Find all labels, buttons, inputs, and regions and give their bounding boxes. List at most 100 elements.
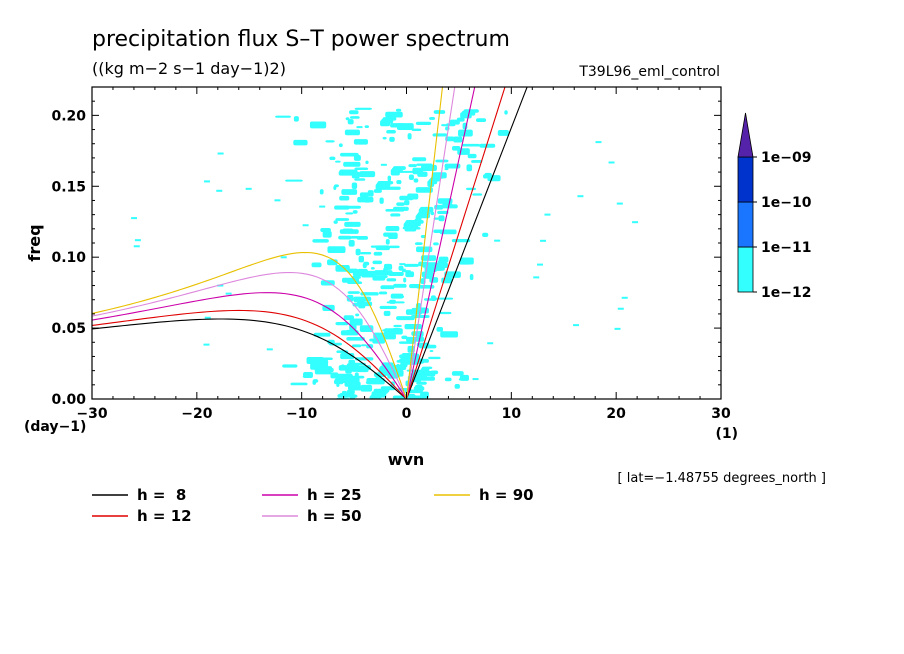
heatmap-patch (359, 192, 369, 198)
heatmap-patch (437, 198, 453, 204)
heatmap-patch (430, 370, 439, 375)
heatmap-patch (361, 344, 367, 347)
heatmap-patch (356, 126, 363, 129)
heatmap-patch (435, 159, 449, 163)
heatmap-patch (355, 248, 361, 256)
heatmap-patch (131, 217, 138, 220)
heatmap-patch (375, 245, 390, 251)
heatmap-patch (383, 310, 391, 317)
heatmap-patch (319, 189, 324, 195)
heatmap-patch (355, 313, 360, 317)
heatmap-patch (380, 163, 387, 166)
heatmap-patch (364, 197, 371, 203)
heatmap-patch (345, 212, 354, 215)
heatmap-patch (438, 215, 445, 222)
heatmap-patch (133, 245, 140, 248)
x-tick-label: 10 (502, 406, 522, 422)
heatmap-patch (621, 296, 628, 299)
heatmap-patch (203, 180, 210, 183)
heatmap-patch (341, 189, 358, 195)
colorbar-label: 1e−11 (761, 240, 811, 256)
heatmap-patch (312, 239, 329, 243)
heatmap-patch (595, 141, 602, 144)
heatmap-patch (303, 372, 313, 378)
x-unit-label: (1) (715, 426, 738, 442)
heatmap-patch (479, 143, 496, 148)
heatmap-patch (408, 164, 417, 168)
heatmap-patch (350, 394, 358, 398)
heatmap-patch (293, 139, 308, 146)
heatmap-patch (302, 224, 309, 227)
x-tick-label: 30 (711, 406, 731, 422)
heatmap-patch (346, 337, 365, 341)
heatmap-patch (416, 381, 427, 385)
colorbar-label: 1e−12 (761, 285, 811, 301)
legend-label: h = 8 (137, 486, 186, 504)
heatmap-patch (360, 252, 372, 255)
heatmap-patch (347, 119, 354, 125)
heatmap-patch (359, 171, 376, 178)
heatmap-patch (338, 143, 343, 148)
heatmap-patch (390, 213, 401, 217)
heatmap-patch (416, 285, 435, 289)
heatmap-patch (380, 276, 387, 279)
rossby-curve-h25 (92, 292, 407, 399)
heatmap-patch (339, 169, 358, 173)
heatmap-patch (377, 181, 394, 185)
heatmap-patch (315, 367, 334, 373)
heatmap-patch (410, 315, 430, 318)
heatmap-patch (379, 365, 398, 372)
heatmap-patch (396, 363, 400, 367)
heatmap-patch (440, 331, 459, 338)
heatmap-patch (360, 292, 379, 296)
heatmap-patch (430, 211, 435, 216)
heatmap-patch (379, 197, 384, 204)
heatmap-patch (371, 391, 387, 398)
heatmap-patch (440, 204, 458, 209)
heatmap-patch (396, 316, 415, 321)
rossby-curve-h12 (92, 309, 407, 399)
heatmap-patch (573, 324, 580, 327)
heatmap-patch (335, 218, 350, 221)
heatmap-patch (446, 123, 453, 126)
heatmap-patch (398, 341, 416, 344)
heatmap-patch (417, 171, 428, 177)
heatmap-patch (358, 255, 364, 263)
heatmap-patch (429, 349, 434, 352)
heatmap-patch (216, 189, 223, 192)
rossby-curve-h50 (92, 271, 407, 399)
heatmap-patch (577, 195, 584, 198)
heatmap-patch (424, 265, 437, 273)
heatmap-patch (345, 117, 350, 121)
heatmap-patch (225, 292, 232, 295)
heatmap-patch (408, 395, 425, 399)
heatmap-patch (385, 111, 403, 118)
heatmap-patch (382, 117, 397, 121)
heatmap-patch (372, 338, 386, 344)
heatmap-patch (434, 297, 454, 300)
legend-label: h = 90 (479, 486, 534, 504)
heatmap-patch (395, 108, 402, 112)
heatmap-patch (459, 374, 469, 381)
heatmap-patch (487, 175, 501, 182)
colorbar-label: 1e−10 (761, 195, 812, 211)
heatmap-patch (487, 342, 494, 345)
heatmap-patch (453, 136, 463, 143)
heatmap-patch (335, 373, 353, 378)
heatmap-patch (420, 213, 430, 219)
heatmap-patch (467, 153, 477, 159)
heatmap-patch (411, 128, 422, 132)
heatmap-patch (444, 377, 452, 382)
heatmap-patch (354, 372, 359, 379)
heatmap-patch (449, 119, 460, 125)
colorbar-extend-arrow (737, 112, 754, 158)
heatmap-patch (451, 371, 464, 376)
legend-label: h = 12 (137, 507, 192, 525)
heatmap-patch (353, 299, 365, 303)
heatmap-patch (367, 190, 374, 197)
heatmap-patch (444, 271, 461, 278)
heatmap-patch (357, 268, 368, 274)
heatmap-patch (354, 357, 374, 361)
heatmap-patch (466, 164, 473, 172)
heatmap-patch (386, 129, 396, 134)
